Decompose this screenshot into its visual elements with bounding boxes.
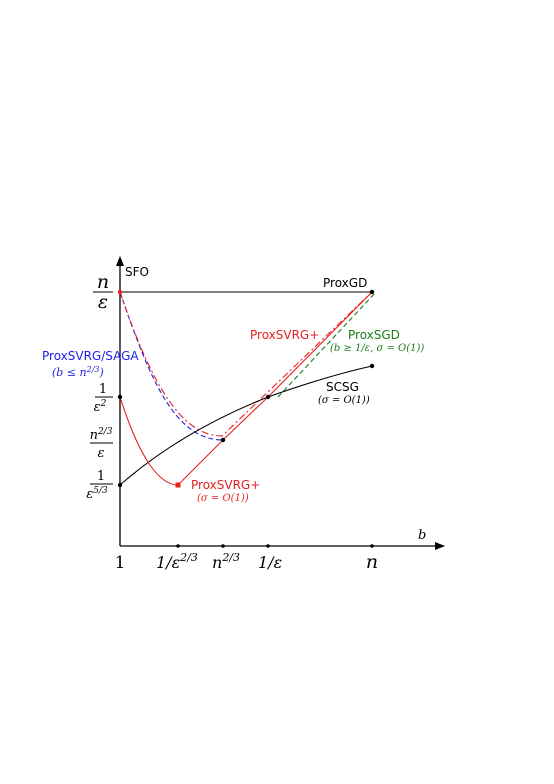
svg-text:ε: ε — [98, 291, 108, 313]
x-tick-mark-eps23 — [176, 544, 180, 548]
point-eps2-start — [117, 394, 123, 400]
label-proxgd: ProxGD — [323, 276, 367, 290]
y-axis-label: SFO — [125, 265, 149, 279]
series-lines — [119, 291, 377, 486]
series-scsg-line — [119, 365, 373, 486]
svg-text:n: n — [97, 271, 109, 293]
svg-text:1: 1 — [99, 382, 107, 397]
svg-text:ε2: ε2 — [94, 399, 107, 415]
x-tick-label-eps: 1/ε — [258, 553, 282, 572]
annotations: ProxGD ProxSVRG/SAGA (b ≤ n2/3) ProxSVRG… — [42, 276, 424, 504]
y-tick-label-1-over-eps2: 1 ε2 — [94, 382, 113, 415]
y-tick-label-n23-over-eps: n2/3 ε — [90, 427, 113, 461]
series-proxsvrg-plus-dashdot-line — [119, 291, 373, 437]
svg-text:n2/3: n2/3 — [90, 427, 113, 443]
series-points — [117, 289, 375, 488]
label-scsg: SCSG — [326, 380, 359, 394]
y-tick-label-1-over-eps53: 1 ε5/3 — [86, 469, 113, 502]
point-proxgd-end — [369, 289, 375, 295]
x-ticks — [176, 544, 374, 548]
x-tick-mark-n23 — [221, 544, 225, 548]
point-eps53-start — [117, 482, 123, 488]
point-eps-cross — [265, 394, 271, 400]
svg-text:ε5/3: ε5/3 — [86, 486, 108, 502]
label-proxsvrg-plus-top: ProxSVRG+ — [250, 328, 319, 342]
point-proxgd-start — [117, 289, 123, 295]
x-tick-mark-n — [370, 544, 374, 548]
label-proxsvrg-plus-bottom: ProxSVRG+ — [191, 478, 260, 492]
x-tick-labels: 1 1/ε2/3 n2/3 1/ε n — [115, 551, 379, 573]
x-tick-mark-eps — [266, 544, 270, 548]
y-tick-labels: n ε 1 ε2 n2/3 ε 1 ε5/3 — [86, 271, 113, 502]
series-proxsvrg-plus-sigma-line — [119, 291, 373, 486]
point-scsg-end — [369, 363, 375, 369]
label-proxsvrg-saga: ProxSVRG/SAGA — [42, 349, 139, 363]
label-proxsvrg-plus-bottom-condition: (σ = O(1)) — [197, 493, 249, 504]
label-scsg-condition: (σ = O(1)) — [318, 395, 370, 406]
label-proxsvrg-saga-condition: (b ≤ n2/3) — [52, 365, 104, 379]
x-tick-label-n23: n2/3 — [212, 551, 240, 572]
x-tick-label-one: 1 — [115, 553, 126, 573]
label-proxsgd: ProxSGD — [348, 328, 400, 342]
y-tick-label-n-over-eps: n ε — [93, 271, 113, 313]
point-proxsvrg-plus-min — [175, 482, 181, 488]
svg-text:1: 1 — [97, 469, 105, 484]
x-axis-label: b — [418, 528, 426, 543]
x-tick-label-n: n — [366, 551, 378, 573]
x-tick-label-eps23: 1/ε2/3 — [156, 551, 198, 572]
svg-text:ε: ε — [98, 446, 105, 461]
series-proxsvrg-saga-line — [119, 291, 224, 441]
point-n23-min — [220, 437, 226, 443]
label-proxsgd-condition: (b ≥ 1/ε, σ = O(1)) — [330, 343, 424, 354]
